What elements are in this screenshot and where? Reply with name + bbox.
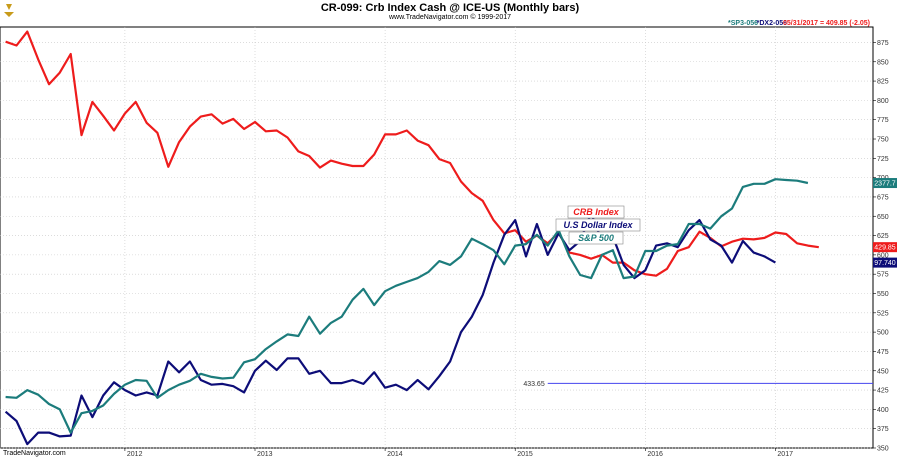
legend-label-spx: S&P 500 xyxy=(578,233,614,243)
y-tick-label: 425 xyxy=(877,388,889,395)
y-tick-label: 850 xyxy=(877,59,889,66)
x-axis: 2012 2013 2014 2015 2016 2017 xyxy=(124,448,793,458)
y-tick-label: 725 xyxy=(877,156,889,163)
last-value-label-spx: 2377.7 xyxy=(874,181,896,188)
level-line-label: 433.65 xyxy=(523,381,545,388)
x-tick-label: 2014 xyxy=(387,451,403,458)
series-line-crb xyxy=(5,30,819,277)
footer-brand: TradeNavigator.com xyxy=(3,450,66,457)
level-line: 433.65 xyxy=(523,381,873,388)
dx-tag: *DX2-056 xyxy=(757,20,787,27)
x-tick-label: 2016 xyxy=(647,451,663,458)
grid xyxy=(0,27,873,449)
series-line-spx xyxy=(5,178,809,434)
logo-icon xyxy=(4,4,14,17)
last-value-box-dx xyxy=(873,257,897,268)
y-tick-label: 475 xyxy=(877,349,889,356)
legend-box-spx xyxy=(568,231,624,245)
y-tick-label: 800 xyxy=(877,98,889,105)
crb-tag: 05/31/2017 = 409.85 (-2.05) xyxy=(783,20,870,27)
y-tick-label: 825 xyxy=(877,79,889,86)
y-tick-label: 575 xyxy=(877,272,889,279)
legend-box-crb xyxy=(567,205,625,219)
y-tick-label: 775 xyxy=(877,117,889,124)
y-tick-label: 675 xyxy=(877,194,889,201)
x-tick-label: 2015 xyxy=(517,451,533,458)
x-tick-label: 2017 xyxy=(777,451,793,458)
header: CR-099: Crb Index Cash @ ICE-US (Monthly… xyxy=(321,2,870,27)
last-value-box-crb xyxy=(873,242,897,253)
legend-label-dx: U.S Dollar Index xyxy=(563,220,633,230)
y-tick-label: 600 xyxy=(877,252,889,259)
plot-frame xyxy=(0,26,874,449)
y-tick-label: 350 xyxy=(877,446,889,453)
y-tick-label: 750 xyxy=(877,137,889,144)
last-value-label-dx: 97.740 xyxy=(874,260,896,267)
legend-label-crb: CRB Index xyxy=(573,207,620,217)
chart-subtitle: www.TradeNavigator.com © 1999-2017 xyxy=(388,13,511,21)
series-line-dx xyxy=(4,212,776,446)
x-tick-label: 2012 xyxy=(127,451,143,458)
y-tick-label: 375 xyxy=(877,426,889,433)
legend-box-dx xyxy=(555,218,641,232)
last-value-box-spx xyxy=(873,178,897,189)
series-group xyxy=(4,30,819,446)
y-tick-label: 400 xyxy=(877,407,889,414)
y-tick-label: 625 xyxy=(877,233,889,240)
y-tick-label: 525 xyxy=(877,310,889,317)
legend: CRB Index U.S Dollar Index S&P 500 xyxy=(555,205,641,245)
last-value-labels: 429.85 97.740 2377.7 xyxy=(873,178,897,268)
y-tick-label: 450 xyxy=(877,368,889,375)
last-value-label-crb: 429.85 xyxy=(874,245,896,252)
chart-title: CR-099: Crb Index Cash @ ICE-US (Monthly… xyxy=(321,2,580,14)
x-tick-label: 2013 xyxy=(257,451,273,458)
y-tick-label: 650 xyxy=(877,214,889,221)
y-tick-label: 500 xyxy=(877,330,889,337)
spx-tag: *SP3-056 xyxy=(728,20,758,27)
y-tick-label: 550 xyxy=(877,291,889,298)
y-tick-label: 875 xyxy=(877,40,889,47)
